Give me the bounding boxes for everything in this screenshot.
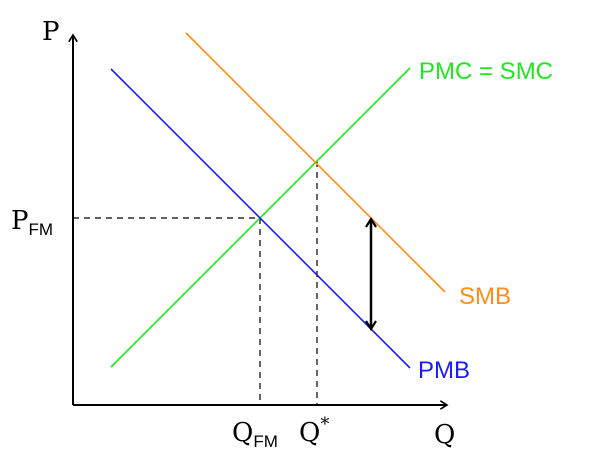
y-axis-label: P bbox=[42, 17, 60, 47]
q-fm-label: QFM bbox=[232, 418, 278, 451]
x-axis-label: Q bbox=[434, 420, 455, 450]
p-fm-label-main: P bbox=[11, 206, 29, 236]
p-fm-label-sub: FM bbox=[29, 220, 54, 239]
smb-label: SMB bbox=[459, 283, 511, 310]
pmb-curve bbox=[110, 68, 411, 369]
q-star-label: Q* bbox=[299, 414, 329, 448]
pmc-smc-label: PMC = SMC bbox=[419, 58, 553, 85]
p-fm-label: PFM bbox=[11, 206, 53, 239]
smb-curve bbox=[185, 32, 446, 293]
q-fm-label-main: Q bbox=[232, 418, 253, 448]
pmb-label: PMB bbox=[418, 357, 470, 384]
q-star-label-sup: * bbox=[320, 414, 329, 435]
q-fm-label-sub: FM bbox=[253, 432, 278, 451]
q-star-label-main: Q bbox=[299, 418, 320, 448]
